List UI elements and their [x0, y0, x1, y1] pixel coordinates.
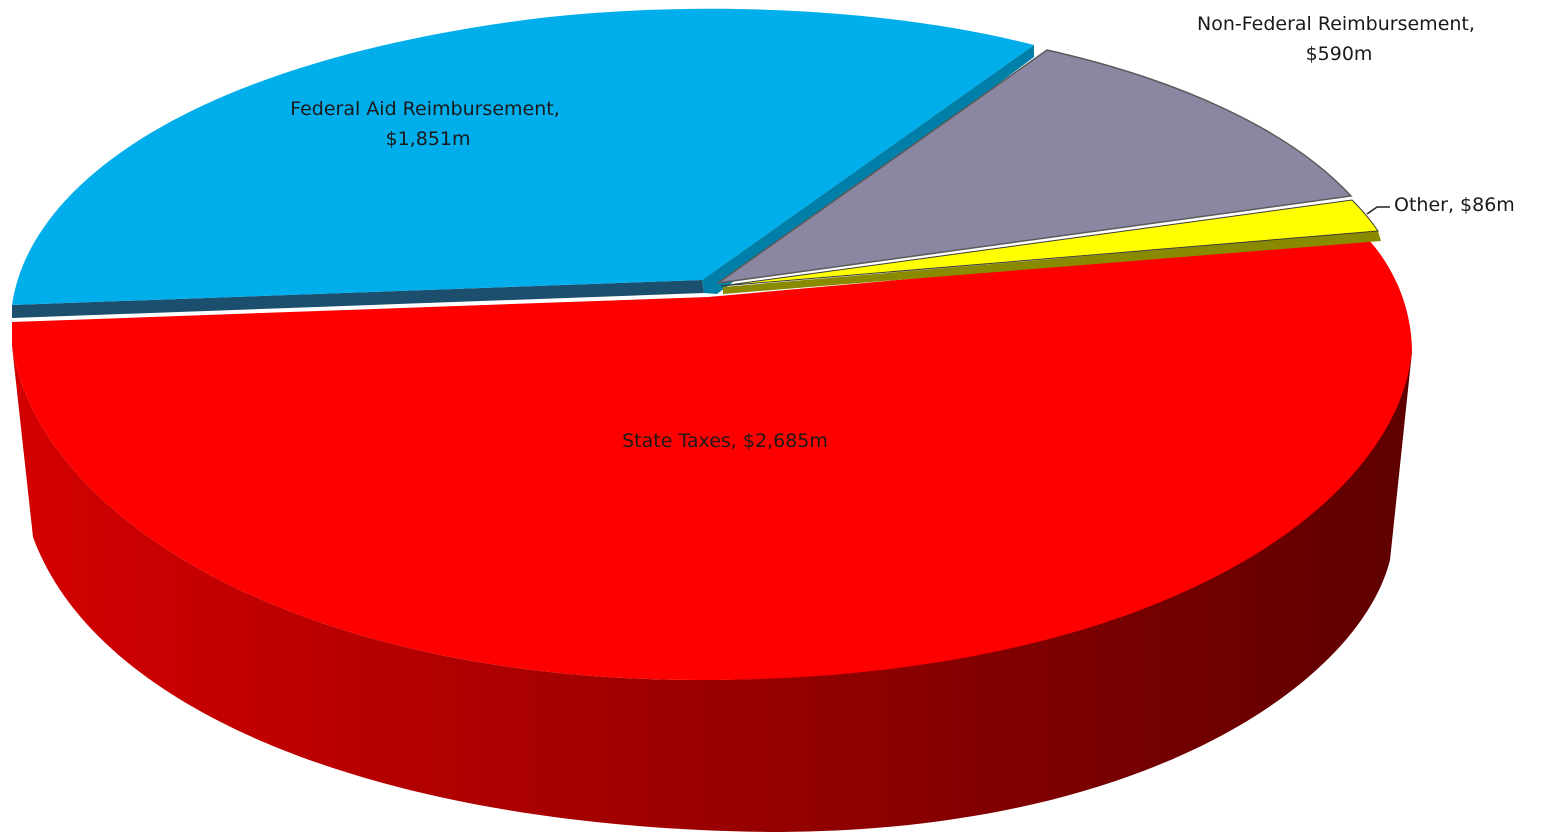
label-federal-aid-comma: , [554, 98, 560, 120]
slice-other [720, 199, 1381, 294]
slice-state-taxes-top [12, 238, 1412, 680]
label-other: Other, $86m [1394, 194, 1515, 216]
slice-other-top [720, 199, 1379, 287]
slice-federal-aid-edge-bottom [12, 280, 704, 318]
slice-other-side [723, 231, 1381, 294]
slice-state-taxes-side [12, 346, 1412, 832]
label-federal-aid: Federal Aid Reimbursement, $1,851m [290, 98, 566, 150]
label-state-taxes: State Taxes, $2,685m [622, 430, 828, 452]
label-state-taxes-sep: , [731, 430, 743, 452]
label-state-taxes-value: $2,685m [743, 430, 828, 452]
label-other-sep: , [1448, 194, 1460, 216]
other-leader-line [1366, 206, 1390, 215]
label-federal-aid-value: $1,851m [386, 128, 471, 150]
label-non-federal: Non-Federal Reimbursement, $590m [1197, 13, 1481, 65]
label-non-federal-value: $590m [1306, 43, 1373, 65]
slice-state-taxes [12, 238, 1412, 832]
slice-non-federal [717, 49, 1353, 284]
label-other-name: Other [1394, 194, 1448, 216]
label-state-taxes-name: State Taxes [622, 430, 731, 452]
slice-federal-aid [12, 8, 1034, 318]
slice-federal-aid-top [12, 8, 1034, 306]
label-non-federal-name: Non-Federal Reimbursement [1197, 13, 1469, 35]
label-federal-aid-name: Federal Aid Reimbursement [290, 98, 554, 120]
slice-federal-aid-edge-right [702, 45, 1034, 294]
label-non-federal-comma: , [1469, 13, 1475, 35]
label-other-value: $86m [1460, 194, 1515, 216]
